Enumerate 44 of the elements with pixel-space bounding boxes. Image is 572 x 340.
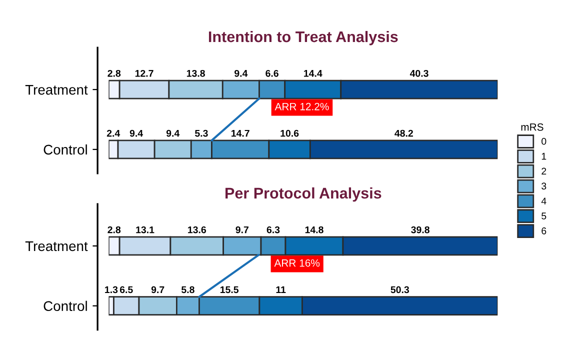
data-label: 2.8 (108, 70, 121, 77)
y-tick-label: Control (44, 144, 87, 155)
data-label: 6.6 (266, 70, 278, 77)
annotation: ARR 12.2% (274, 102, 329, 110)
data-label: 1.3 (105, 286, 118, 294)
data-label: 14.7 (231, 130, 250, 137)
data-label: 6.5 (120, 286, 133, 294)
data-label: 40.3 (410, 70, 428, 77)
data-label: 9.4 (130, 130, 143, 137)
data-label: 5.3 (194, 130, 208, 137)
y-tick-label: Treatment (25, 85, 88, 95)
data-label: 9.4 (166, 130, 180, 137)
data-label: 15.5 (220, 286, 239, 294)
legend-label: 4 (541, 198, 546, 204)
data-label: 9.7 (236, 226, 248, 234)
legend-label: 3 (542, 182, 546, 190)
data-label: 6.3 (266, 226, 280, 234)
chart-title: Intention to Treat Analysis (208, 30, 398, 46)
data-label: 13.1 (136, 226, 154, 234)
chart-title: Per Protocol Analysis (226, 187, 382, 202)
data-label: 2.4 (106, 130, 120, 137)
data-label: 48.2 (394, 130, 413, 137)
data-label: 9.4 (234, 70, 248, 77)
annotation: ARR 16% (274, 259, 320, 267)
y-tick-label: Treatment (25, 241, 88, 252)
data-label: 39.8 (411, 226, 430, 234)
data-label: 10.6 (280, 130, 299, 137)
data-label: 5.8 (181, 286, 194, 294)
data-label: 2.8 (108, 226, 121, 234)
data-label: 14.4 (304, 70, 322, 77)
data-label: 13.6 (188, 226, 206, 234)
data-label: 13.8 (186, 70, 205, 77)
data-label: 9.7 (151, 286, 164, 294)
legend-label: 1 (542, 152, 546, 160)
data-label: 14.8 (305, 226, 324, 234)
legend-label: 5 (542, 212, 546, 220)
legend-label: 2 (542, 168, 546, 175)
legend-label: 6 (542, 227, 546, 234)
data-label: 12.7 (135, 70, 154, 77)
data-label: 50.3 (390, 286, 410, 294)
legend-label: 0 (542, 138, 546, 145)
y-tick-label: Control (44, 300, 87, 312)
legend-title: mRS (521, 123, 544, 131)
data-label: 11 (276, 286, 286, 294)
